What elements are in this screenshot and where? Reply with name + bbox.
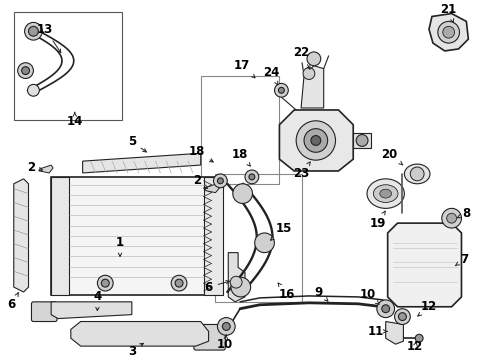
- Circle shape: [376, 300, 394, 318]
- Bar: [200, 76, 279, 184]
- Text: 23: 23: [292, 162, 310, 180]
- Circle shape: [394, 309, 409, 324]
- FancyBboxPatch shape: [31, 302, 57, 321]
- Circle shape: [217, 178, 223, 184]
- Text: 9: 9: [314, 285, 327, 301]
- Circle shape: [437, 21, 459, 43]
- Circle shape: [97, 275, 113, 291]
- Circle shape: [441, 208, 461, 228]
- Text: 19: 19: [369, 211, 385, 230]
- Circle shape: [296, 121, 335, 160]
- Polygon shape: [228, 253, 244, 302]
- Circle shape: [217, 318, 235, 335]
- Bar: [352, 132, 370, 148]
- Circle shape: [442, 26, 454, 38]
- Circle shape: [175, 279, 183, 287]
- Text: 3: 3: [127, 343, 143, 357]
- Polygon shape: [82, 153, 200, 173]
- Polygon shape: [385, 321, 403, 344]
- Bar: [51, 177, 223, 295]
- Text: 16: 16: [278, 283, 295, 301]
- Polygon shape: [51, 302, 132, 319]
- FancyBboxPatch shape: [193, 324, 225, 350]
- Bar: [203, 177, 223, 295]
- Circle shape: [248, 174, 254, 180]
- Text: 15: 15: [270, 221, 292, 240]
- Text: 10: 10: [217, 335, 233, 351]
- Circle shape: [355, 135, 367, 147]
- Polygon shape: [71, 321, 208, 346]
- Circle shape: [171, 275, 186, 291]
- Circle shape: [230, 277, 250, 297]
- Circle shape: [381, 305, 389, 313]
- Circle shape: [398, 313, 406, 320]
- Circle shape: [310, 136, 320, 145]
- Circle shape: [101, 279, 109, 287]
- Text: 1: 1: [116, 236, 124, 256]
- Text: 14: 14: [66, 112, 83, 128]
- Polygon shape: [205, 183, 221, 193]
- Circle shape: [244, 170, 258, 184]
- Bar: [215, 174, 302, 302]
- Text: 17: 17: [233, 59, 254, 78]
- Text: 20: 20: [381, 148, 402, 165]
- Circle shape: [306, 52, 320, 66]
- Circle shape: [28, 26, 38, 36]
- Polygon shape: [14, 179, 28, 292]
- Text: 21: 21: [440, 3, 456, 22]
- Circle shape: [24, 22, 42, 40]
- Circle shape: [304, 129, 327, 152]
- Ellipse shape: [404, 164, 429, 184]
- Polygon shape: [301, 66, 323, 108]
- Circle shape: [21, 67, 29, 75]
- Circle shape: [446, 213, 456, 223]
- Text: 5: 5: [127, 135, 146, 152]
- Circle shape: [213, 174, 227, 188]
- Text: 6: 6: [204, 280, 229, 294]
- Circle shape: [278, 87, 284, 93]
- Polygon shape: [387, 223, 461, 307]
- Circle shape: [303, 68, 314, 80]
- Text: 24: 24: [263, 66, 279, 85]
- Text: 18: 18: [188, 145, 213, 162]
- Circle shape: [27, 84, 39, 96]
- Circle shape: [254, 233, 274, 253]
- Bar: [51, 177, 69, 295]
- Circle shape: [409, 167, 423, 181]
- Polygon shape: [279, 110, 352, 171]
- Text: 22: 22: [292, 46, 309, 69]
- Text: 2: 2: [27, 161, 42, 174]
- Text: 13: 13: [37, 23, 61, 53]
- Text: 8: 8: [456, 207, 469, 220]
- Circle shape: [230, 276, 242, 288]
- Ellipse shape: [379, 189, 391, 198]
- Text: 4: 4: [93, 291, 102, 311]
- Circle shape: [222, 323, 230, 330]
- Text: 2: 2: [192, 174, 207, 188]
- Polygon shape: [39, 165, 53, 173]
- Text: 12: 12: [417, 300, 436, 316]
- Circle shape: [274, 84, 288, 97]
- Text: 18: 18: [231, 148, 250, 166]
- Circle shape: [414, 334, 422, 342]
- Circle shape: [18, 63, 33, 78]
- Text: 6: 6: [8, 293, 18, 311]
- Text: 11: 11: [367, 325, 386, 338]
- Bar: [14, 12, 122, 120]
- Ellipse shape: [366, 179, 404, 208]
- Polygon shape: [428, 14, 468, 51]
- Ellipse shape: [373, 185, 397, 202]
- Circle shape: [232, 184, 252, 203]
- Text: 10: 10: [359, 288, 378, 304]
- Text: 12: 12: [407, 339, 423, 353]
- Text: 7: 7: [454, 253, 468, 266]
